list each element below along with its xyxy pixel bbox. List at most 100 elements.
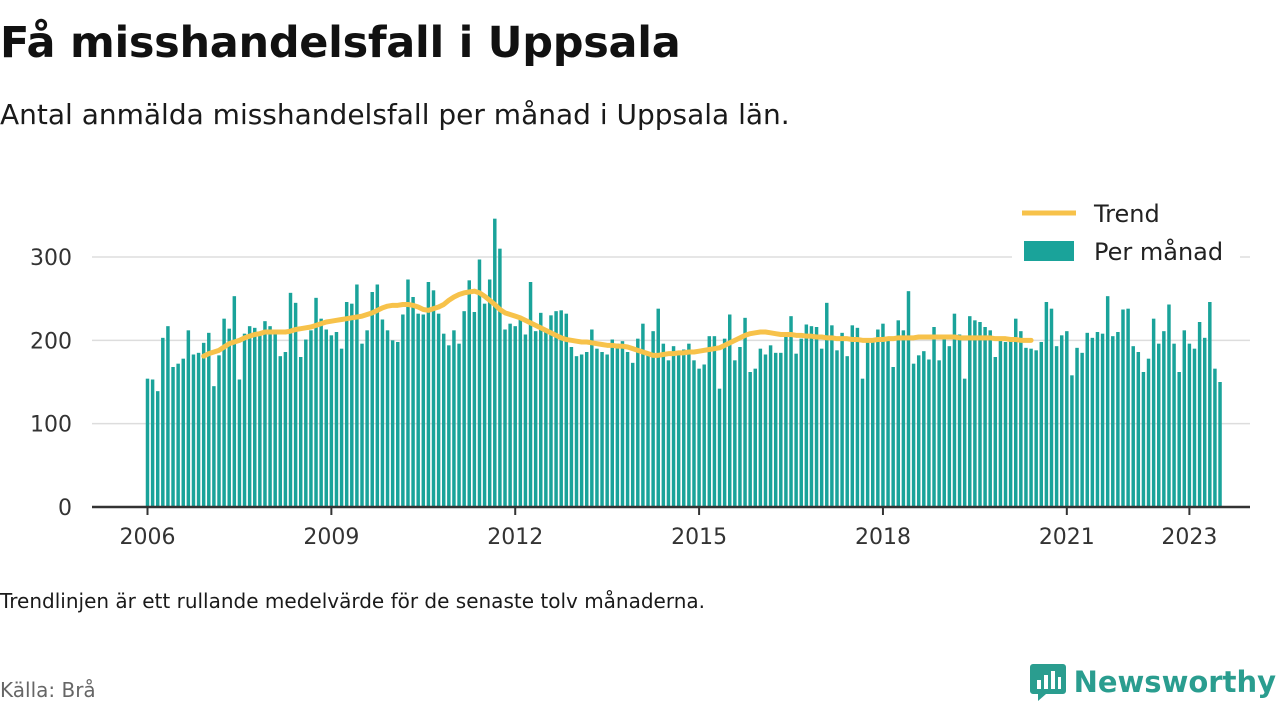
bar <box>1172 343 1176 507</box>
bar <box>452 330 456 507</box>
bar <box>789 316 793 507</box>
bar <box>983 327 987 507</box>
bar <box>707 336 712 507</box>
bar <box>171 367 175 507</box>
bar <box>508 323 512 507</box>
bar <box>1141 372 1146 507</box>
bar <box>620 341 625 507</box>
bar <box>416 313 420 507</box>
bar <box>651 331 655 507</box>
bar <box>375 284 380 507</box>
chart-area: 0 100 200 300 2006 2009 2012 2015 2018 2021 2023 T… <box>30 195 1250 550</box>
bar <box>155 391 160 507</box>
newsworthy-logo[interactable]: Newsworthy <box>1029 662 1276 702</box>
bar <box>493 218 497 508</box>
bar <box>166 326 170 507</box>
bar <box>1100 333 1105 507</box>
bar <box>569 347 574 507</box>
bar <box>1059 335 1064 507</box>
bar <box>1126 308 1130 507</box>
bar <box>298 357 303 507</box>
bar <box>227 328 231 507</box>
bar <box>1034 350 1038 507</box>
bar <box>1151 318 1156 507</box>
bar <box>186 330 191 507</box>
bar <box>574 356 579 507</box>
bar <box>901 330 906 507</box>
y-tick-label: 100 <box>30 413 72 438</box>
bar <box>1136 352 1141 507</box>
bar <box>273 330 277 507</box>
bar <box>1208 302 1212 507</box>
bar <box>922 351 926 507</box>
bar <box>891 367 895 507</box>
bar <box>344 302 349 507</box>
bar <box>513 326 517 507</box>
bar <box>201 342 206 507</box>
bar <box>743 317 747 507</box>
bar <box>1065 331 1069 507</box>
x-tick-label: 2018 <box>855 525 911 550</box>
x-tick-label: 2006 <box>120 525 176 550</box>
bar <box>830 325 834 507</box>
bar <box>804 324 809 507</box>
bar <box>809 326 814 507</box>
y-tick-label: 200 <box>30 329 72 354</box>
bar <box>396 342 400 507</box>
bar <box>942 336 946 507</box>
bar <box>722 338 727 507</box>
bar <box>641 323 645 507</box>
bar <box>630 362 635 507</box>
bar <box>738 347 742 507</box>
bar <box>544 331 548 507</box>
bar <box>278 356 283 507</box>
x-tick-label: 2023 <box>1161 525 1217 550</box>
bar <box>283 352 288 507</box>
bar <box>957 334 962 507</box>
bar <box>196 352 201 507</box>
bar <box>523 334 528 507</box>
bar <box>288 292 293 507</box>
bar <box>697 368 701 507</box>
bar <box>217 355 221 507</box>
bar <box>1080 352 1084 507</box>
bar <box>733 360 737 507</box>
bar <box>554 311 558 507</box>
bar <box>350 303 354 507</box>
bar <box>1177 372 1181 507</box>
newsworthy-logo-icon <box>1029 664 1066 701</box>
bar <box>952 313 957 507</box>
bar <box>1008 337 1013 507</box>
bar <box>355 284 359 507</box>
bar <box>845 356 849 507</box>
bar <box>1105 296 1110 507</box>
bar <box>207 332 211 507</box>
bar <box>712 336 717 507</box>
bar <box>758 348 763 507</box>
bar <box>242 333 247 507</box>
bar <box>533 331 538 507</box>
bar <box>886 337 890 507</box>
bar <box>881 323 885 507</box>
bar <box>191 354 196 507</box>
bar <box>370 292 374 507</box>
bar <box>871 342 875 507</box>
bar <box>1218 382 1222 507</box>
legend-bar-swatch <box>1024 241 1074 261</box>
bar <box>247 326 252 507</box>
bar <box>932 327 936 507</box>
bar <box>411 297 415 507</box>
bar <box>1167 304 1171 507</box>
bar <box>436 313 441 507</box>
y-tick-label: 0 <box>58 496 72 521</box>
bar <box>539 312 543 507</box>
bar <box>855 327 860 507</box>
axes: 0 100 200 300 2006 2009 2012 2015 2018 2021 2023 <box>30 246 1250 550</box>
bar <box>671 346 676 507</box>
bar <box>263 321 267 507</box>
bar <box>784 332 788 507</box>
bar <box>498 248 502 508</box>
bar <box>431 290 436 507</box>
bars <box>145 218 1222 508</box>
bar <box>865 341 870 507</box>
